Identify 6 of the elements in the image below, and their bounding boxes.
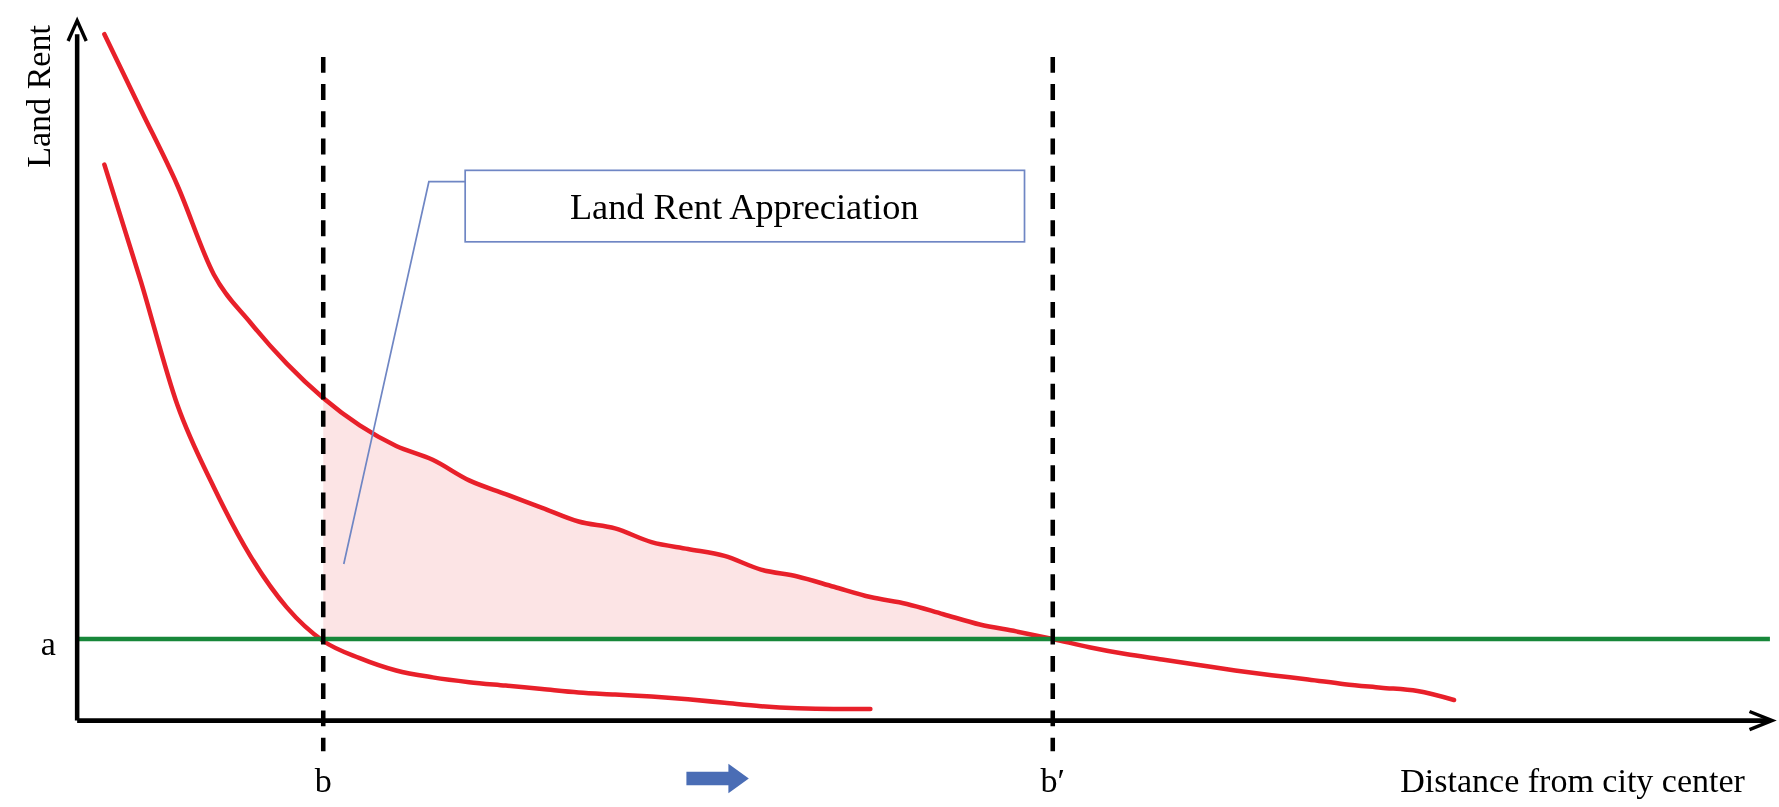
annotation: Land Rent Appreciation [569, 187, 919, 228]
ref-line-label: a [40, 624, 56, 662]
x-tick-label: b [314, 762, 332, 800]
x-axis-title: Distance from city center [1400, 762, 1746, 800]
y-axis-title: Land Rent [19, 24, 57, 168]
x-tick-label: b′ [1040, 762, 1065, 800]
